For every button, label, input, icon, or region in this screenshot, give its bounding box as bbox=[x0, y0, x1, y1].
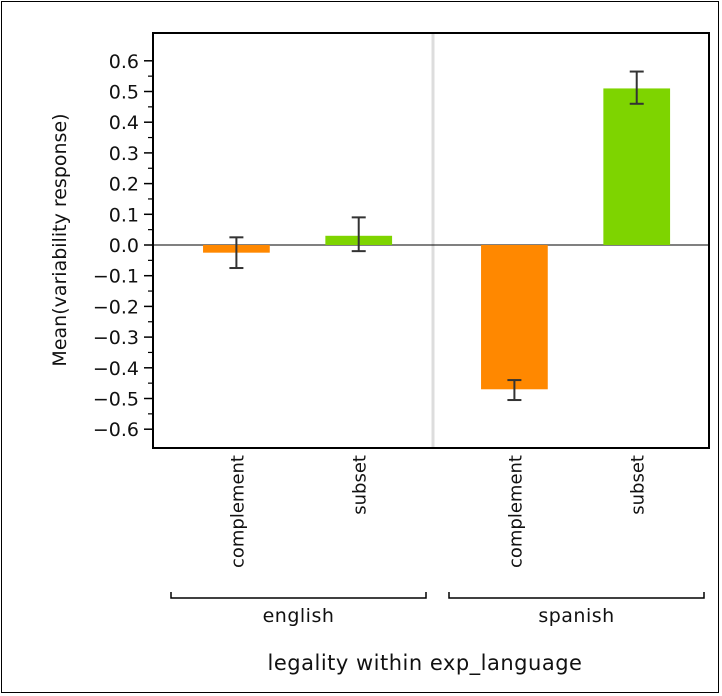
group-label: english bbox=[263, 605, 335, 627]
group-bracket bbox=[448, 592, 705, 599]
y-axis: 0.6 0.5 0.4 0.3 0.2 0.1 0.0 −0.1 −0.2 −0.3 −0.4 −0.… bbox=[93, 51, 153, 441]
bars-layer bbox=[203, 70, 671, 402]
y-tick-label: 0.0 bbox=[109, 235, 139, 257]
y-tick-label: −0.5 bbox=[93, 389, 139, 411]
y-tick-label: 0.6 bbox=[109, 51, 139, 73]
y-tick-label: 0.1 bbox=[109, 204, 139, 226]
x-category-label: subset bbox=[350, 455, 371, 515]
y-axis-title: Mean(variability response) bbox=[49, 113, 71, 366]
y-tick-label: −0.1 bbox=[93, 266, 139, 288]
x-category-label: subset bbox=[628, 455, 649, 515]
bar-spanish-subset bbox=[603, 88, 671, 246]
y-tick-label: −0.3 bbox=[93, 327, 139, 349]
y-tick-label: −0.4 bbox=[93, 358, 139, 380]
group-label: spanish bbox=[538, 605, 614, 627]
group-bracket bbox=[170, 592, 427, 599]
group-brackets: english spanish bbox=[170, 592, 705, 627]
y-tick-label: 0.5 bbox=[109, 82, 139, 104]
bar-spanish-complement bbox=[481, 245, 548, 390]
y-tick-label: 0.3 bbox=[109, 143, 139, 165]
x-category-labels: complement subset complement subset bbox=[227, 455, 648, 568]
x-axis-title: legality within exp_language bbox=[268, 651, 583, 676]
y-tick-label: −0.2 bbox=[93, 296, 139, 318]
y-tick-label: −0.6 bbox=[93, 419, 139, 441]
x-category-label: complement bbox=[227, 455, 248, 568]
y-tick-label: 0.2 bbox=[109, 174, 139, 196]
x-category-label: complement bbox=[505, 455, 526, 568]
y-tick-label: 0.4 bbox=[109, 112, 139, 134]
